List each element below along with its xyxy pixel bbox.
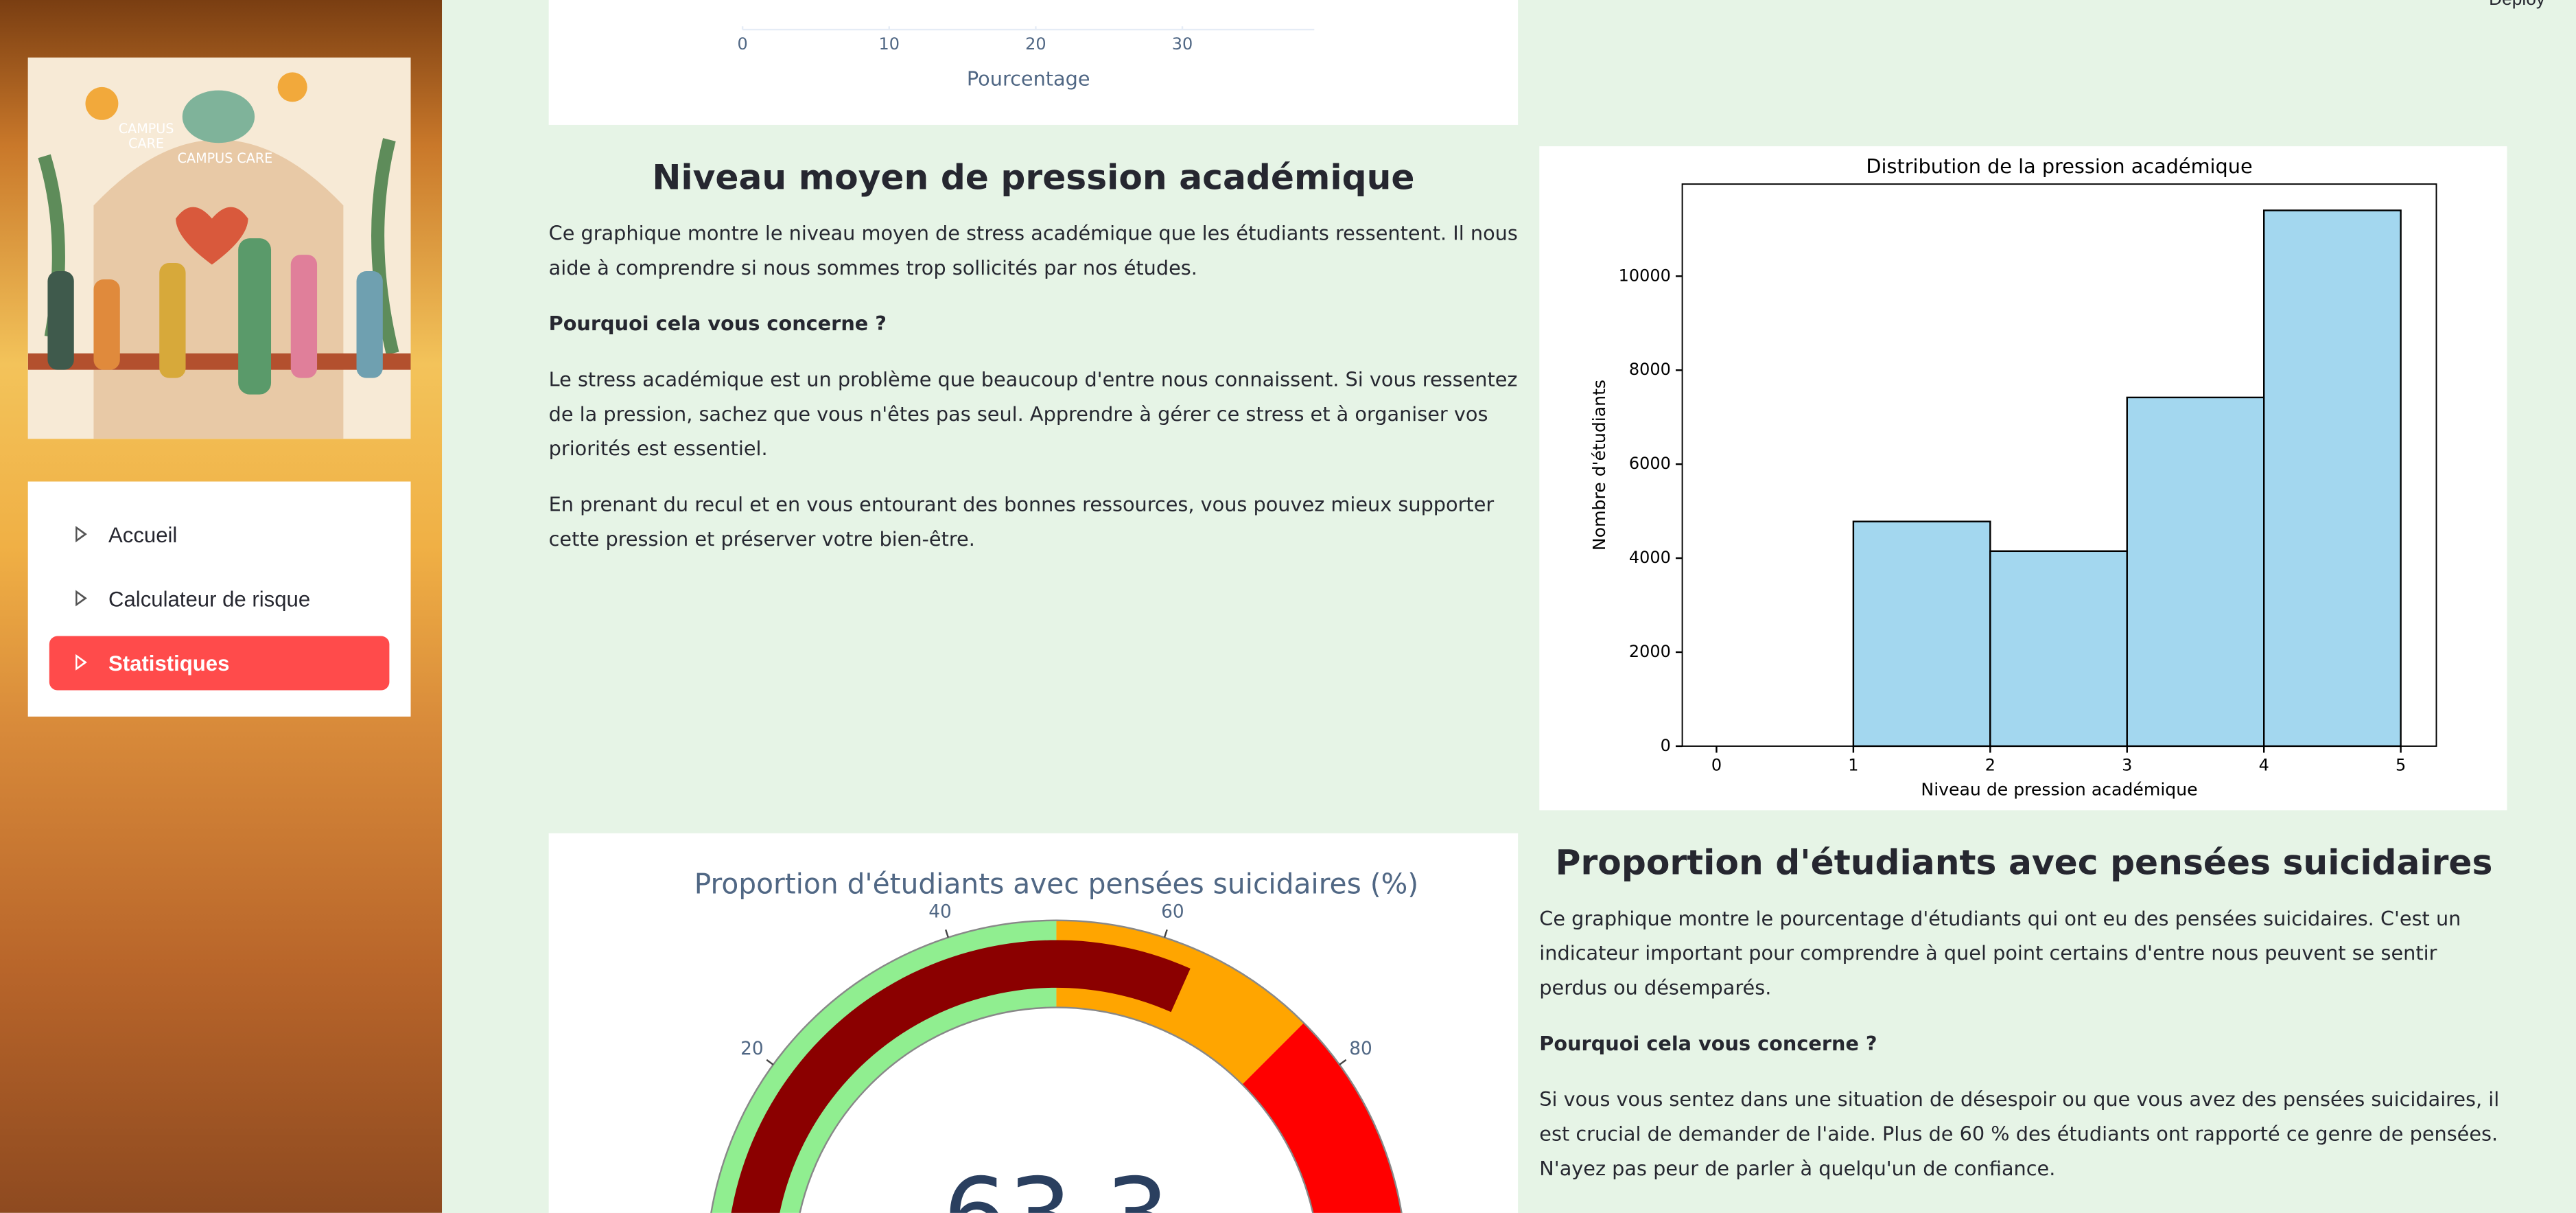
x-tick-label: 20 — [1025, 34, 1046, 54]
gauge-tick — [945, 929, 949, 938]
deploy-button[interactable]: Deploy — [2489, 0, 2546, 10]
people — [47, 238, 383, 395]
logo-illustration: CAMPUS CARE CAMPUS CARE — [27, 57, 411, 439]
gauge-value: 63.3 — [943, 1157, 1169, 1213]
x-tick-label: 0 — [738, 34, 748, 54]
y-tick-label: 10000 — [1619, 266, 1671, 285]
chart-card: 0 10 20 30 Pourcentage — [548, 0, 1519, 125]
chart: 0 1 2 3 4 5 0 2000 4000 6000 8000 10000 Distribution… — [1589, 154, 2437, 800]
gauge-step — [1242, 1023, 1402, 1213]
gauge-tick-label: 40 — [928, 902, 952, 923]
y-tick-label: 4000 — [1629, 548, 1671, 567]
chart: 20 40 60 80 Proportion d'étudiants avec pens… — [694, 867, 1418, 1213]
x-tick-label: 4 — [2259, 756, 2269, 775]
x-tick-label: 2 — [1985, 756, 1995, 775]
paragraph: Le stress académique est un problème que… — [548, 368, 1518, 461]
paragraph: En prenant du recul et en vous entourant… — [548, 493, 1495, 551]
y-tick-label: 8000 — [1629, 360, 1671, 379]
text-section: Niveau moyen de pression académique Ce g… — [549, 158, 1519, 579]
section-title: Niveau moyen de pression académique — [652, 157, 1415, 198]
gauge-bar — [731, 940, 1191, 1213]
gauge-tick — [1163, 929, 1168, 938]
y-axis-label: Nombre d'étudiants — [1589, 380, 1609, 551]
logo-text: CARE — [128, 135, 164, 151]
subheading: Pourquoi cela vous concerne ? — [1539, 1032, 1877, 1056]
sun — [85, 86, 119, 120]
nav-label: Calculateur de risque — [108, 586, 311, 612]
logo-text: CAMPUS CARE — [178, 150, 273, 166]
chart-card: 0 1 2 3 4 5 0 2000 4000 6000 8000 10000 Distribution… — [1539, 146, 2507, 811]
chart-title: Proportion d'étudiants avec pensées suic… — [694, 867, 1418, 900]
nav-menu: Accueil Calculateur de risque Statistiqu… — [27, 481, 411, 717]
chart-title: Distribution de la pression académique — [1866, 154, 2252, 178]
x-tick-label: 0 — [1711, 756, 1722, 775]
subheading: Pourquoi cela vous concerne ? — [548, 312, 887, 336]
y-tick-label: 0 — [1661, 736, 1671, 755]
leaf — [371, 138, 399, 355]
paragraph: Ce graphique montre le pourcentage d'étu… — [1539, 907, 2461, 1000]
y-tick-label: 2000 — [1629, 642, 1671, 661]
chart: 0 10 20 30 Pourcentage — [738, 26, 1315, 90]
bar — [2263, 209, 2402, 748]
x-tick-label: 30 — [1172, 34, 1193, 54]
nav-item-active[interactable]: Statistiques — [49, 636, 390, 691]
bar — [1989, 550, 2128, 748]
nav-label: Statistiques — [108, 651, 230, 675]
sidebar: CAMPUS CARE CAMPUS CARE Accueil Calculat… — [0, 0, 443, 1213]
x-axis-label: Pourcentage — [967, 67, 1090, 90]
sun — [277, 72, 307, 102]
text-section: Proportion d'étudiants avec pensées suic… — [1539, 843, 2509, 1213]
brain — [182, 90, 255, 143]
paragraph: Vous méritez de vous sentir soutenu et d… — [1539, 1208, 2509, 1213]
x-tick-label: 5 — [2396, 756, 2406, 775]
bench — [27, 353, 411, 370]
gauge-tick-label: 20 — [740, 1039, 764, 1059]
x-tick-label: 1 — [1848, 756, 1858, 775]
nav-item[interactable]: Accueil — [49, 508, 390, 562]
bar — [1852, 520, 1991, 748]
gauge-tick — [1339, 1059, 1347, 1065]
chart-card: 20 40 60 80 Proportion d'étudiants avec pens… — [548, 833, 1519, 1213]
logo: CAMPUS CARE CAMPUS CARE — [27, 57, 411, 439]
heart — [176, 207, 248, 265]
nav-item[interactable]: Calculateur de risque — [49, 572, 390, 626]
gauge-tick-label: 60 — [1161, 902, 1184, 923]
y-tick-label: 6000 — [1629, 454, 1671, 473]
paragraph: Ce graphique montre le niveau moyen de s… — [548, 222, 1518, 280]
bar — [2126, 396, 2265, 748]
plot-frame — [1681, 183, 2437, 747]
nav-label: Accueil — [108, 522, 178, 548]
x-tick-label: 3 — [2122, 756, 2132, 775]
section-title: Proportion d'étudiants avec pensées suic… — [1555, 843, 2493, 883]
gauge-border — [710, 919, 1403, 1213]
logo-text: CAMPUS — [119, 121, 174, 137]
x-axis-label: Niveau de pression académique — [1921, 780, 2197, 800]
gauge-tick — [766, 1059, 774, 1065]
x-tick-label: 10 — [879, 34, 900, 54]
paragraph: Si vous vous sentez dans une situation d… — [1539, 1087, 2500, 1180]
gauge-tick-label: 80 — [1349, 1039, 1372, 1059]
